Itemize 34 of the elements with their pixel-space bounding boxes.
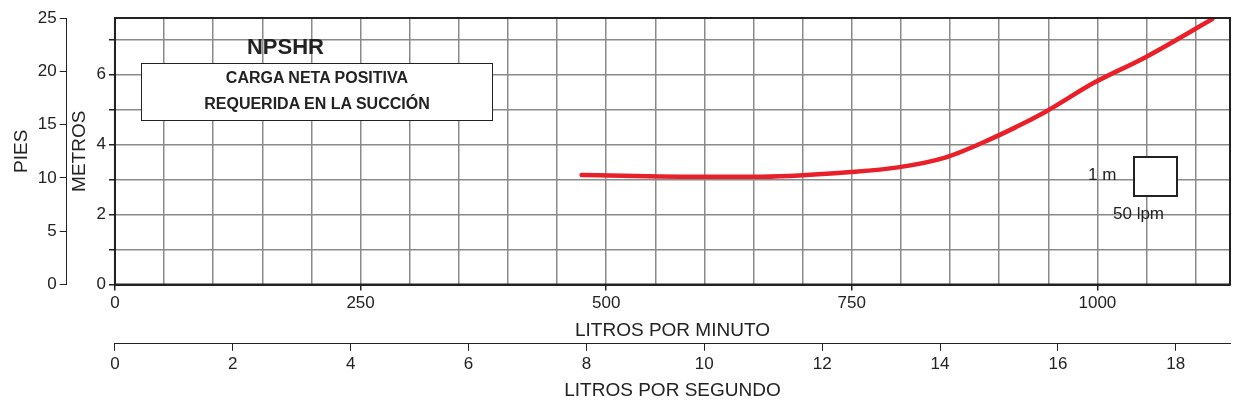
annotation: 50 lpm	[1113, 204, 1165, 224]
y-axis-title: METROS	[68, 110, 90, 192]
x-tick-label: 1000	[1078, 293, 1117, 313]
x2-tick-label: 18	[1166, 353, 1186, 373]
x-tick-label: 250	[346, 293, 375, 313]
annotation: 1 m	[1088, 165, 1117, 185]
y-tick-label: 2	[96, 204, 106, 224]
y2-tick-label: 0	[47, 274, 57, 294]
y2-tick-label: 20	[37, 61, 57, 81]
text: NPSHR	[246, 34, 324, 60]
y-tick-label: 4	[96, 134, 106, 154]
text: CARGA NETA POSITIVA REQUERIDA EN LA SUCCIÓN	[203, 68, 431, 114]
x-tick-label: 0	[110, 293, 120, 313]
x2-axis-title: LITROS POR SEGUNDO	[564, 378, 781, 400]
x2-tick-label: 0	[110, 353, 120, 373]
x2-tick-label: 10	[694, 353, 714, 373]
x-tick-label: 500	[591, 293, 621, 313]
y2-axis-title: PIES	[9, 129, 31, 173]
y-tick-label: 6	[96, 64, 106, 84]
x2-tick-label: 12	[812, 353, 832, 373]
x-axis-title: LITROS POR MINUTO	[575, 318, 770, 340]
y-tick-label: 0	[96, 274, 106, 294]
x2-tick-label: 2	[228, 353, 238, 373]
y2-tick-label: 10	[37, 167, 57, 187]
x-tick-label: 750	[837, 293, 866, 313]
y2-tick-label: 15	[37, 114, 57, 134]
x2-tick-label: 8	[581, 353, 592, 373]
y2-tick-label: 5	[47, 220, 57, 240]
y2-tick-label: 25	[37, 7, 57, 27]
x2-tick-label: 4	[345, 353, 356, 373]
x2-tick-label: 16	[1048, 353, 1068, 373]
x2-tick-label: 6	[463, 353, 474, 373]
x2-tick-label: 14	[930, 353, 950, 373]
line-series	[579, 18, 1215, 180]
